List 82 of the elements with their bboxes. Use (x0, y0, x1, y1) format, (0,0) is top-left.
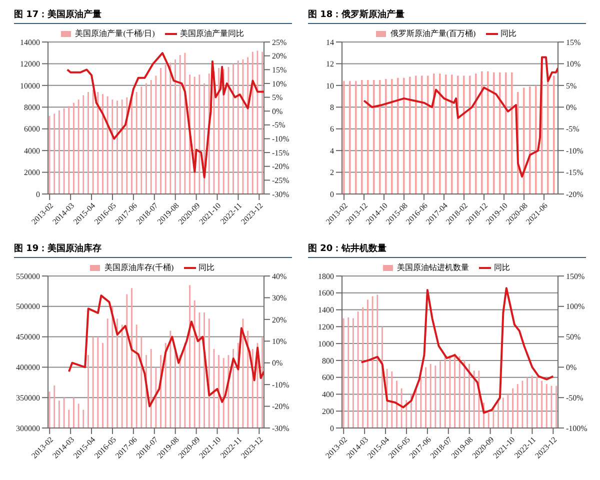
y-tick-label: 4000 (24, 146, 40, 156)
y-tick-label: 2 (330, 168, 334, 178)
y2-tick-label: 10% (566, 60, 581, 69)
y2-tick-label: -10% (272, 134, 290, 144)
y2-tick-label: -10% (272, 380, 290, 390)
y2-tick-label: 30% (272, 294, 287, 303)
legend-label: 同比 (198, 262, 215, 273)
y2-tick-label: -20% (566, 190, 584, 199)
y-tick-label: 0 (330, 424, 334, 433)
y-tick-label: 10000 (20, 81, 40, 90)
y-tick-label: 450000 (16, 332, 40, 342)
y-tick-label: 300000 (16, 424, 40, 433)
y-tick-label: 2000 (24, 168, 40, 178)
legend-label: 美国原油钻进机数量 (397, 262, 469, 273)
y-tick-label: 0 (36, 190, 40, 199)
line-series (66, 52, 264, 178)
y2-tick-label: 5% (272, 93, 283, 102)
y-tick-label: 1400 (318, 306, 334, 315)
line-series (363, 56, 558, 178)
y-tick-label: 500000 (16, 302, 40, 312)
y2-tick-label: -20% (272, 402, 290, 412)
line-series (360, 287, 554, 414)
y-tick-label: 8 (330, 102, 334, 112)
y2-tick-label: 10% (272, 336, 287, 346)
y2-tick-label: -100% (566, 424, 588, 433)
chart-title: 图 20：钻井机数量 (308, 242, 586, 258)
y-tick-label: 4 (330, 146, 334, 156)
chart-title: 图 19：美国原油库存 (14, 242, 292, 258)
y2-tick-label: -5% (566, 124, 580, 134)
y-tick-label: 1600 (318, 288, 334, 298)
legend-label: 同比 (500, 28, 517, 39)
legend-label: 俄罗斯原油产量(百万桶) (390, 28, 476, 39)
y-tick-label: 14 (326, 38, 334, 47)
chart-title: 图 17：美国原油产量 (14, 8, 292, 24)
y2-tick-label: 25% (272, 38, 287, 47)
y-tick-label: 550000 (16, 272, 40, 281)
y2-tick-label: -30% (272, 424, 290, 433)
y-tick-label: 1000 (318, 339, 334, 348)
y-tick-label: 1200 (318, 322, 334, 332)
legend-label: 美国原油库存(千桶) (104, 262, 174, 273)
legend-label: 美国原油产量同比 (180, 28, 244, 39)
y2-tick-label: 0% (272, 106, 283, 116)
y2-tick-label: 10% (272, 79, 287, 88)
y2-tick-label: 40% (272, 272, 287, 281)
y2-tick-label: -30% (272, 190, 290, 199)
y2-tick-label: -5% (272, 120, 286, 130)
y-tick-label: 400 (322, 390, 334, 400)
y-tick-label: 6 (330, 124, 334, 134)
y2-tick-label: 150% (566, 272, 585, 281)
y-tick-label: 8000 (24, 102, 40, 112)
y2-tick-label: -50% (566, 393, 584, 402)
y-tick-label: 1800 (318, 272, 334, 281)
y2-tick-label: -15% (566, 168, 584, 178)
chart-title: 图 18：俄罗斯原油产量 (308, 8, 586, 24)
y2-tick-label: 0% (566, 102, 577, 112)
y-tick-label: 400000 (16, 363, 40, 372)
y2-tick-label: 100% (566, 302, 585, 312)
y2-tick-label: 50% (566, 332, 581, 342)
y2-tick-label: 20% (272, 52, 287, 61)
y-tick-label: 10 (326, 81, 334, 90)
y2-tick-label: 0% (566, 363, 577, 372)
line-series (68, 294, 264, 408)
y2-tick-label: 5% (566, 81, 577, 90)
y-tick-label: 600 (322, 373, 334, 382)
y-tick-label: 200 (322, 406, 334, 416)
y-tick-label: 12 (326, 60, 334, 69)
y-tick-label: 12000 (20, 60, 40, 69)
y2-tick-label: -25% (272, 176, 290, 186)
y2-tick-label: 15% (272, 65, 287, 74)
y2-tick-label: 15% (566, 38, 581, 47)
y-tick-label: 0 (330, 190, 334, 199)
y2-tick-label: -15% (272, 148, 290, 158)
y2-tick-label: 0% (272, 358, 283, 368)
legend-label: 同比 (494, 262, 510, 273)
y-tick-label: 800 (322, 356, 334, 366)
y-tick-label: 6000 (24, 124, 40, 134)
y-tick-label: 350000 (16, 393, 40, 402)
y-tick-label: 14000 (20, 38, 40, 47)
legend-label: 美国原油产量(千桶/日) (75, 28, 155, 39)
y2-tick-label: -10% (566, 146, 584, 156)
y2-tick-label: -20% (272, 162, 290, 172)
y2-tick-label: 20% (272, 315, 287, 324)
